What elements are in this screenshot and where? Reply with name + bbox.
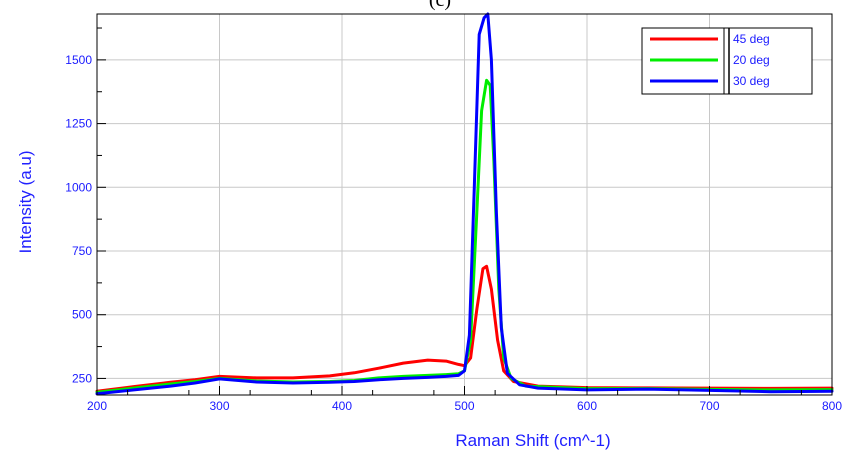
x-axis-title: Raman Shift (cm^-1) [455, 431, 610, 450]
y-tick-label: 750 [72, 244, 92, 258]
axis-ticks [96, 27, 833, 395]
axis-tick-labels: 200 300 400 500 600 700 800 250 500 750 1000 1250 15… [65, 53, 842, 413]
panel-label: (c) [429, 0, 451, 11]
legend-label: 45 deg [733, 32, 770, 46]
legend-label: 30 deg [733, 74, 770, 88]
x-tick-label: 600 [577, 399, 597, 413]
series-line-3 [95, 12, 834, 396]
x-tick-label: 400 [332, 399, 352, 413]
legend: 45 deg 20 deg 30 deg [641, 27, 813, 95]
y-tick-label: 1500 [65, 53, 92, 67]
x-tick-label: 800 [822, 399, 842, 413]
x-tick-label: 700 [699, 399, 719, 413]
legend-label: 20 deg [733, 53, 770, 67]
y-tick-label: 1250 [65, 117, 92, 131]
y-tick-label: 250 [72, 371, 92, 385]
y-tick-label: 1000 [65, 180, 92, 194]
x-tick-label: 500 [454, 399, 474, 413]
y-tick-label: 500 [72, 308, 92, 322]
x-tick-label: 300 [209, 399, 229, 413]
plot-series [95, 12, 834, 396]
x-tick-label: 200 [87, 399, 107, 413]
y-axis-title: Intensity (a.u) [16, 151, 35, 254]
